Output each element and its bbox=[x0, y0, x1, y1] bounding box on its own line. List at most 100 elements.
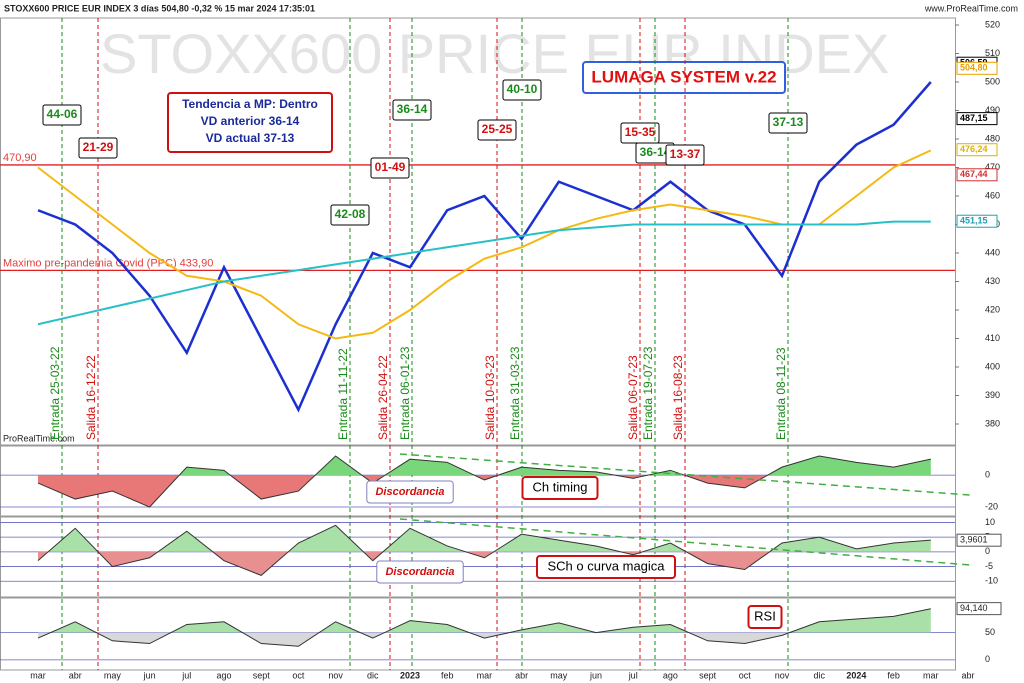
panel-frame bbox=[0, 445, 956, 517]
x-tick-label: jun bbox=[143, 670, 156, 680]
price-tag bbox=[956, 61, 998, 75]
x-tick-label: may bbox=[104, 670, 122, 680]
score-box bbox=[78, 137, 118, 159]
value-tag bbox=[956, 602, 1002, 616]
y-tick-label: 0 bbox=[985, 546, 990, 556]
price-line bbox=[37, 81, 932, 413]
y-tick-label: 380 bbox=[985, 418, 1000, 428]
signal-label: Entrada 11-11-22 bbox=[336, 348, 350, 440]
signal-label: Entrada 06-01-23 bbox=[398, 346, 412, 440]
trend-line: VD actual 37-13 bbox=[206, 131, 295, 145]
y-tick-label: -20 bbox=[985, 501, 998, 511]
x-tick-label: jun bbox=[589, 670, 602, 680]
score-box bbox=[768, 112, 808, 134]
y-tick-label: 430 bbox=[985, 276, 1000, 286]
score-box bbox=[370, 157, 410, 179]
panel-frame bbox=[0, 17, 956, 446]
y-tick-label: 410 bbox=[985, 333, 1000, 343]
panel-label: Discordancia bbox=[385, 566, 454, 578]
x-tick-label: oct bbox=[292, 670, 305, 680]
x-tick-label: jul bbox=[181, 670, 191, 680]
area-neg bbox=[38, 632, 790, 647]
score-label: 42-08 bbox=[335, 207, 366, 221]
panel-frame bbox=[0, 516, 956, 598]
score-label: 13-37 bbox=[670, 147, 701, 161]
score-box bbox=[392, 99, 432, 121]
price-line bbox=[37, 220, 931, 326]
price-tag bbox=[956, 214, 998, 228]
price-tag-label: 476,24 bbox=[960, 144, 988, 154]
signal-label: Entrada 31-03-23 bbox=[508, 346, 522, 440]
y-tick-label: 50 bbox=[985, 627, 995, 637]
signal-label: Salida 26-04-22 bbox=[376, 355, 390, 440]
area-pos bbox=[38, 608, 931, 633]
system-box bbox=[582, 61, 786, 94]
price-tag bbox=[956, 168, 998, 182]
level-label: 470,90 bbox=[3, 152, 37, 164]
osc-line bbox=[37, 608, 931, 647]
x-tick-label: dic bbox=[813, 670, 825, 680]
score-box bbox=[477, 119, 517, 141]
panel-label-box bbox=[536, 555, 676, 579]
signal-label: Salida 06-07-23 bbox=[626, 355, 640, 440]
score-box bbox=[665, 144, 705, 166]
y-tick-label: 10 bbox=[985, 517, 995, 527]
x-tick-label: 2023 bbox=[400, 670, 420, 680]
x-tick-label: abr bbox=[69, 670, 82, 680]
osc-line bbox=[37, 524, 931, 576]
x-tick-label: feb bbox=[887, 670, 900, 680]
area-pos bbox=[38, 455, 931, 476]
signal-label: Entrada 19-07-23 bbox=[641, 346, 655, 440]
y-tick-label: 0 bbox=[985, 654, 990, 664]
x-tick-label: abr bbox=[961, 670, 974, 680]
x-tick-label: 2024 bbox=[846, 670, 866, 680]
x-tick-label: nov bbox=[328, 670, 343, 680]
score-box bbox=[42, 104, 82, 126]
x-tick-label: mar bbox=[923, 670, 939, 680]
y-tick-label: 500 bbox=[985, 76, 1000, 86]
score-label: 15-35 bbox=[625, 125, 656, 139]
x-tick-label: nov bbox=[775, 670, 790, 680]
header-site: www.ProRealTime.com bbox=[924, 3, 1018, 13]
x-tick-label: mar bbox=[477, 670, 493, 680]
y-tick-label: 390 bbox=[985, 390, 1000, 400]
y-tick-label: 400 bbox=[985, 361, 1000, 371]
y-tick-label: -10 bbox=[985, 576, 998, 586]
y-tick-label: 420 bbox=[985, 304, 1000, 314]
signal-label: Entrada 08-11-23 bbox=[774, 347, 788, 440]
y-tick-label: 440 bbox=[985, 247, 1000, 257]
score-label: 40-10 bbox=[507, 82, 538, 96]
osc-line bbox=[37, 455, 931, 508]
panel-label: RSI bbox=[754, 608, 776, 623]
panel-label: Ch timing bbox=[533, 479, 588, 494]
signal-label: Salida 16-08-23 bbox=[671, 355, 685, 440]
x-tick-label: dic bbox=[367, 670, 379, 680]
price-tag-label: 451,15 bbox=[960, 216, 988, 226]
x-tick-label: mar bbox=[30, 670, 46, 680]
score-label: 36-14 bbox=[640, 145, 671, 159]
score-box bbox=[502, 79, 542, 101]
x-tick-label: jul bbox=[628, 670, 638, 680]
area-pos bbox=[38, 525, 931, 552]
y-tick-label: 490 bbox=[985, 105, 1000, 115]
signal-label: Salida 10-03-23 bbox=[483, 355, 497, 440]
panel-label-box bbox=[376, 560, 464, 584]
header-title: STOXX600 PRICE EUR INDEX 3 días 504,80 -… bbox=[4, 3, 315, 13]
value-tag bbox=[956, 533, 1002, 547]
level-label: Maximo pre-pandemia Covid (PPC) 433,90 bbox=[3, 257, 213, 269]
signal-label: Entrada 25-03-22 bbox=[48, 346, 62, 440]
x-tick-label: sept bbox=[253, 670, 271, 680]
x-tick-label: ago bbox=[216, 670, 231, 680]
score-label: 37-13 bbox=[773, 115, 804, 129]
signal-label: Salida 16-12-22 bbox=[84, 355, 98, 440]
x-tick-label: abr bbox=[515, 670, 528, 680]
price-tag bbox=[956, 112, 998, 126]
x-tick-label: may bbox=[550, 670, 568, 680]
value-tag-label: 3,9601 bbox=[960, 535, 988, 545]
value-tag-label: 94,140 bbox=[960, 603, 988, 613]
price-tag-label: 487,15 bbox=[960, 113, 988, 123]
y-tick-label: 460 bbox=[985, 190, 1000, 200]
y-tick-label: 0 bbox=[985, 469, 990, 479]
